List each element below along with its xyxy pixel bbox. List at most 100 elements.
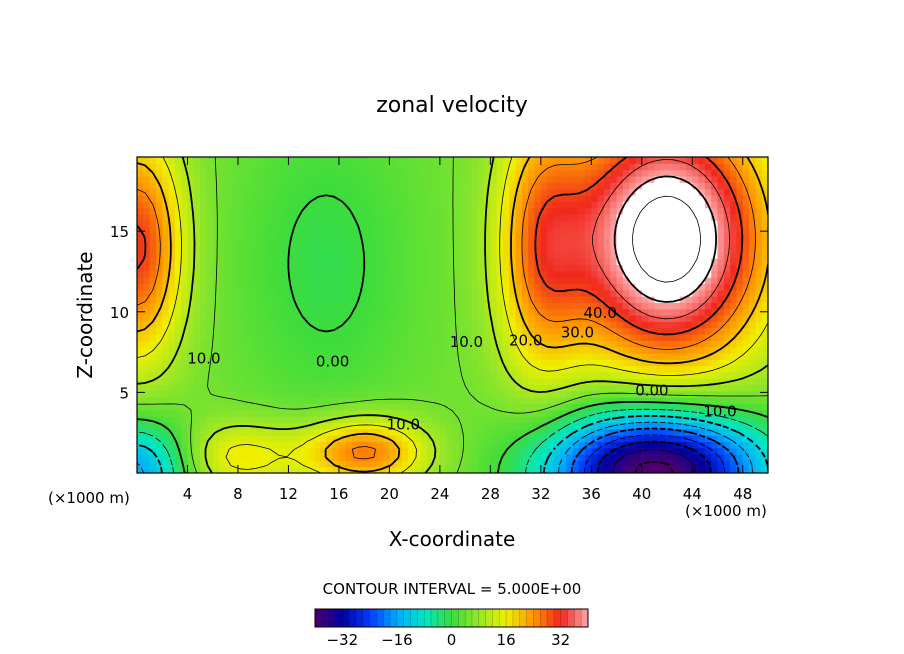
field-cell (326, 454, 334, 461)
field-cell (458, 409, 466, 417)
field-cell (547, 264, 555, 272)
field-cell (307, 296, 315, 303)
field-cell (685, 182, 693, 190)
field-cell (749, 226, 756, 234)
field-cell (698, 315, 706, 322)
field-cell (679, 289, 687, 297)
field-cell (730, 239, 738, 247)
field-cell (723, 207, 731, 215)
field-cell (717, 232, 725, 240)
field-cell (730, 283, 738, 291)
field-cell (174, 403, 182, 411)
field-cell (572, 270, 580, 278)
field-cell (616, 157, 624, 164)
field-cell (711, 435, 719, 442)
field-cell (263, 175, 271, 183)
field-cell (301, 333, 308, 341)
field-cell (389, 371, 397, 379)
field-cell (534, 289, 542, 297)
field-cell (408, 283, 416, 291)
field-cell (307, 378, 315, 386)
field-cell (301, 352, 308, 360)
field-cell (496, 207, 504, 215)
field-cell (559, 359, 567, 367)
field-cell (244, 365, 252, 373)
field-cell (477, 157, 485, 164)
field-cell (244, 296, 252, 303)
field-cell (282, 296, 290, 303)
field-cell (603, 333, 611, 341)
field-cell (200, 182, 208, 190)
field-cell (679, 188, 687, 196)
field-cell (420, 441, 428, 449)
field-cell (585, 283, 592, 291)
field-cell (572, 321, 580, 329)
field-cell (591, 277, 599, 284)
field-cell (376, 359, 384, 367)
field-cell (547, 321, 555, 329)
field-cell (616, 371, 624, 379)
field-cell (471, 403, 479, 411)
field-cell (427, 270, 435, 278)
field-cell (345, 169, 353, 177)
field-cell (679, 327, 687, 335)
field-cell (389, 428, 397, 436)
field-cell (704, 182, 712, 190)
field-cell (521, 232, 529, 240)
field-cell (263, 213, 271, 221)
field-cell (477, 283, 485, 291)
field-cell (395, 340, 403, 348)
field-cell (319, 277, 327, 284)
field-cell (547, 359, 555, 367)
field-cell (275, 258, 283, 266)
field-cell (275, 352, 283, 360)
field-cell (629, 409, 637, 417)
field-cell (137, 315, 144, 322)
field-cell (269, 390, 277, 398)
field-cell (364, 327, 372, 335)
field-cell (155, 416, 163, 424)
field-cell (704, 194, 712, 202)
field-cell (345, 397, 353, 405)
field-cell (408, 264, 416, 272)
field-cell (654, 201, 662, 209)
field-cell (717, 441, 725, 449)
field-cell (155, 270, 163, 278)
field-cell (585, 346, 592, 354)
field-cell (452, 435, 460, 442)
field-cell (332, 296, 340, 303)
field-cell (597, 213, 605, 221)
field-cell (345, 422, 353, 430)
field-cell (704, 390, 712, 398)
field-cell (585, 390, 592, 398)
field-cell (319, 163, 327, 171)
field-cell (433, 239, 441, 247)
field-cell (603, 409, 611, 417)
field-cell (597, 296, 605, 303)
field-cell (471, 321, 479, 329)
field-cell (585, 277, 592, 284)
field-cell (294, 207, 302, 215)
field-cell (345, 384, 353, 392)
field-cell (477, 333, 485, 341)
field-cell (496, 194, 504, 202)
field-cell (357, 409, 365, 417)
field-cell (414, 232, 422, 240)
field-cell (275, 435, 283, 442)
field-cell (181, 378, 189, 386)
field-cell (692, 188, 700, 196)
field-cell (269, 220, 277, 228)
field-cell (654, 384, 662, 392)
field-cell (326, 169, 334, 177)
field-cell (408, 194, 416, 202)
field-cell (256, 435, 264, 442)
field-cell (427, 302, 435, 310)
field-cell (357, 220, 365, 228)
field-cell (528, 327, 536, 335)
field-cell (168, 302, 176, 310)
field-cell (269, 213, 277, 221)
field-cell (200, 346, 208, 354)
field-cell (338, 157, 346, 164)
field-cell (319, 175, 327, 183)
field-cell (629, 340, 637, 348)
